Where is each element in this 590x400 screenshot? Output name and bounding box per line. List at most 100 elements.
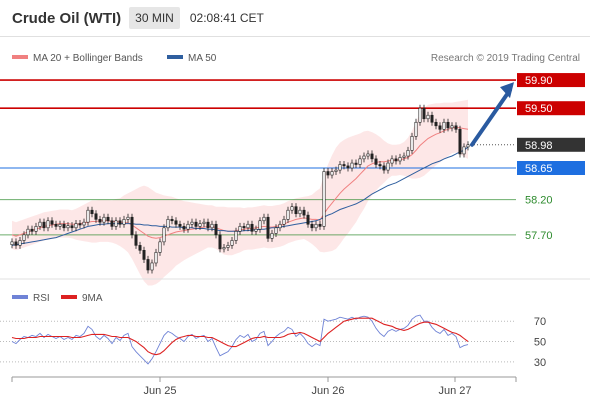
candle bbox=[246, 220, 250, 232]
candle-body bbox=[38, 221, 42, 227]
bollinger-bands bbox=[12, 99, 468, 286]
candle-body bbox=[326, 171, 330, 176]
candle bbox=[438, 122, 442, 133]
candle-body bbox=[350, 162, 354, 169]
candle-body bbox=[214, 223, 218, 236]
candle-body bbox=[158, 241, 162, 253]
candle bbox=[202, 218, 206, 228]
candle-body bbox=[254, 228, 258, 232]
candle bbox=[338, 160, 342, 174]
rsi-tick-50: 50 bbox=[534, 337, 546, 349]
candle bbox=[262, 213, 266, 225]
candle-body bbox=[338, 164, 342, 171]
candle-body bbox=[30, 228, 34, 232]
candle bbox=[34, 222, 38, 235]
candle bbox=[230, 236, 234, 249]
candle bbox=[70, 222, 74, 232]
ma50-legend-label: MA 50 bbox=[188, 53, 217, 64]
candle bbox=[314, 220, 318, 232]
candle-body bbox=[438, 125, 442, 130]
level-label-text-4: 58.20 bbox=[525, 195, 553, 207]
candle bbox=[406, 146, 410, 160]
candle bbox=[414, 118, 418, 140]
candle-body bbox=[114, 220, 118, 227]
candle bbox=[330, 168, 334, 179]
candle-body bbox=[314, 223, 318, 229]
timeframe-badge[interactable]: 30 MIN bbox=[129, 7, 180, 29]
candle bbox=[458, 125, 462, 158]
candle bbox=[386, 159, 390, 174]
candle bbox=[166, 215, 170, 232]
candle-body bbox=[318, 223, 322, 227]
candle-body bbox=[442, 121, 446, 130]
candle-body bbox=[206, 221, 210, 229]
candle bbox=[378, 160, 382, 170]
candle bbox=[394, 155, 398, 165]
candle bbox=[90, 206, 94, 218]
candle bbox=[322, 168, 326, 230]
level-label-2: 58.98 bbox=[517, 137, 585, 152]
candle-body bbox=[146, 259, 150, 271]
candle-body bbox=[306, 214, 310, 225]
candle-body bbox=[198, 223, 202, 227]
candle-body bbox=[74, 223, 78, 229]
bollinger-band-area bbox=[12, 99, 468, 286]
candle bbox=[318, 220, 322, 230]
candle-body bbox=[450, 125, 454, 129]
candle-body bbox=[462, 146, 466, 155]
level-label-text-2: 58.98 bbox=[525, 140, 553, 152]
candle bbox=[278, 220, 282, 232]
candle-body bbox=[230, 240, 234, 246]
candle bbox=[334, 166, 338, 176]
candle-body bbox=[418, 107, 422, 123]
candle-body bbox=[122, 219, 126, 225]
candle bbox=[286, 206, 290, 223]
candle-body bbox=[358, 158, 362, 165]
candle-body bbox=[162, 227, 166, 243]
candle bbox=[222, 243, 226, 253]
candle-body bbox=[342, 164, 346, 167]
candle-body bbox=[430, 114, 434, 123]
candle-body bbox=[234, 231, 238, 241]
candle bbox=[18, 236, 22, 249]
candle bbox=[442, 118, 446, 133]
level-labels: 59.90 59.50 58.98 58.65 58.20 57.70 bbox=[517, 73, 585, 242]
candle-body bbox=[86, 209, 90, 223]
level-label-box-1 bbox=[517, 101, 585, 116]
candle bbox=[218, 231, 222, 253]
candle-body bbox=[222, 247, 226, 250]
candle bbox=[94, 210, 98, 223]
candle bbox=[370, 150, 374, 163]
candle bbox=[86, 206, 90, 226]
candle bbox=[50, 217, 54, 228]
candle-body bbox=[362, 155, 366, 160]
instrument-title: Crude Oil (WTI) bbox=[12, 9, 122, 27]
candle bbox=[102, 213, 106, 226]
candle-body bbox=[250, 223, 254, 232]
rsi-series-rsi bbox=[11, 314, 469, 365]
candle bbox=[134, 231, 138, 249]
candle-body bbox=[330, 171, 334, 176]
chart-header: Crude Oil (WTI) 30 MIN 02:08:41 CET bbox=[0, 0, 590, 36]
candle bbox=[254, 225, 258, 235]
candle bbox=[302, 206, 306, 219]
candle-body bbox=[186, 223, 190, 230]
candle-body bbox=[18, 240, 22, 246]
candle bbox=[270, 229, 274, 242]
candle-body bbox=[154, 252, 158, 264]
rsi-legend-label: RSI bbox=[33, 293, 50, 304]
candle bbox=[418, 104, 422, 126]
candle-body bbox=[434, 121, 438, 127]
candle bbox=[282, 215, 286, 228]
candle-body bbox=[414, 121, 418, 137]
candle-body bbox=[42, 221, 46, 229]
candle-body bbox=[14, 241, 18, 246]
candle-body bbox=[190, 221, 194, 225]
candle bbox=[398, 153, 402, 165]
candle-body bbox=[394, 158, 398, 162]
candle bbox=[114, 217, 118, 230]
candle bbox=[42, 218, 46, 232]
candle bbox=[250, 220, 254, 235]
main-legend: MA 20 + Bollinger Bands MA 50 Research ©… bbox=[12, 53, 580, 64]
candle-body bbox=[50, 220, 54, 225]
